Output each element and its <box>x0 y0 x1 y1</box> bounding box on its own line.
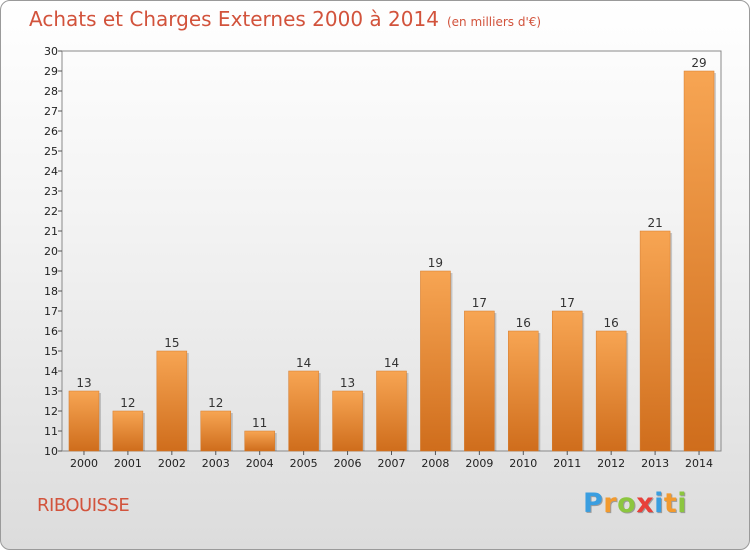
x-tick-label: 2005 <box>290 457 318 470</box>
y-tick-label: 10 <box>44 445 58 458</box>
x-tick-label: 2014 <box>685 457 713 470</box>
x-tick-label: 2002 <box>158 457 186 470</box>
bar-value-label: 14 <box>384 356 399 370</box>
y-tick-label: 26 <box>44 125 58 138</box>
chart-subtitle: (en milliers d'€) <box>446 15 542 29</box>
y-tick-label: 24 <box>44 165 58 178</box>
y-tick-label: 17 <box>44 305 58 318</box>
x-tick-label: 2009 <box>465 457 493 470</box>
bar <box>420 270 451 452</box>
y-tick-label: 19 <box>44 265 58 278</box>
y-tick-label: 20 <box>44 245 58 258</box>
bar-value-label: 13 <box>340 376 355 390</box>
bar-value-label: 19 <box>428 256 443 270</box>
y-tick-label: 14 <box>44 365 58 378</box>
bar <box>464 310 495 452</box>
x-tick-label: 2011 <box>553 457 581 470</box>
bar <box>332 390 363 452</box>
bar <box>68 390 100 452</box>
x-tick-label: 2006 <box>334 457 362 470</box>
logo-letter: r <box>603 488 618 519</box>
bar-value-label: 15 <box>164 336 179 350</box>
logo-letter: x <box>636 488 655 519</box>
y-tick-label: 28 <box>44 85 58 98</box>
bar <box>639 230 671 452</box>
chart-title: Achats et Charges Externes 2000 à 2014 (e… <box>29 7 541 31</box>
proxiti-logo: Proxiti <box>583 488 687 519</box>
bar <box>200 410 232 452</box>
y-tick-label: 12 <box>44 405 58 418</box>
y-tick-label: 22 <box>44 205 58 218</box>
y-tick-label: 18 <box>44 285 58 298</box>
x-tick-label: 2001 <box>114 457 142 470</box>
x-tick-label: 2003 <box>202 457 230 470</box>
bar <box>376 370 407 452</box>
bar-value-label: 16 <box>604 316 619 330</box>
y-tick-label: 29 <box>44 65 58 78</box>
bar-value-label: 13 <box>76 376 91 390</box>
bar-value-label: 12 <box>120 396 135 410</box>
x-tick-label: 2004 <box>246 457 274 470</box>
bar <box>683 70 715 452</box>
bar-value-label: 11 <box>252 416 267 430</box>
title-text: Achats et Charges Externes 2000 à 2014 <box>29 7 439 31</box>
logo-letter: o <box>617 488 637 519</box>
y-tick-label: 23 <box>44 185 58 198</box>
logo-letter: i <box>654 488 664 519</box>
bar <box>288 370 319 452</box>
logo-letter: t <box>663 488 678 519</box>
y-tick-label: 11 <box>44 425 58 438</box>
y-tick-label: 30 <box>44 45 58 58</box>
y-tick-label: 27 <box>44 105 58 118</box>
y-tick-label: 16 <box>44 325 58 338</box>
y-tick-label: 21 <box>44 225 58 238</box>
x-tick-label: 2013 <box>641 457 669 470</box>
bar <box>551 310 583 452</box>
bar <box>112 410 144 452</box>
x-tick-label: 2012 <box>597 457 625 470</box>
bar-value-label: 17 <box>472 296 487 310</box>
x-tick-label: 2000 <box>70 457 98 470</box>
bar-value-label: 14 <box>296 356 311 370</box>
bar <box>156 350 188 452</box>
x-tick-label: 2007 <box>378 457 406 470</box>
bar <box>595 330 627 452</box>
bar <box>508 330 539 452</box>
bar-value-label: 12 <box>208 396 223 410</box>
logo-letter: i <box>677 488 688 519</box>
logo-letter: P <box>583 488 604 519</box>
x-tick-label: 2008 <box>421 457 449 470</box>
bar <box>244 430 275 452</box>
bar-value-label: 21 <box>647 216 662 230</box>
y-tick-label: 15 <box>44 345 58 358</box>
y-tick-label: 13 <box>44 385 58 398</box>
place-name: RIBOUISSE <box>37 495 130 516</box>
x-tick-label: 2010 <box>509 457 537 470</box>
bar-value-label: 29 <box>691 56 706 70</box>
bar-value-label: 17 <box>560 296 575 310</box>
y-tick-label: 25 <box>44 145 58 158</box>
bar-value-label: 16 <box>516 316 531 330</box>
